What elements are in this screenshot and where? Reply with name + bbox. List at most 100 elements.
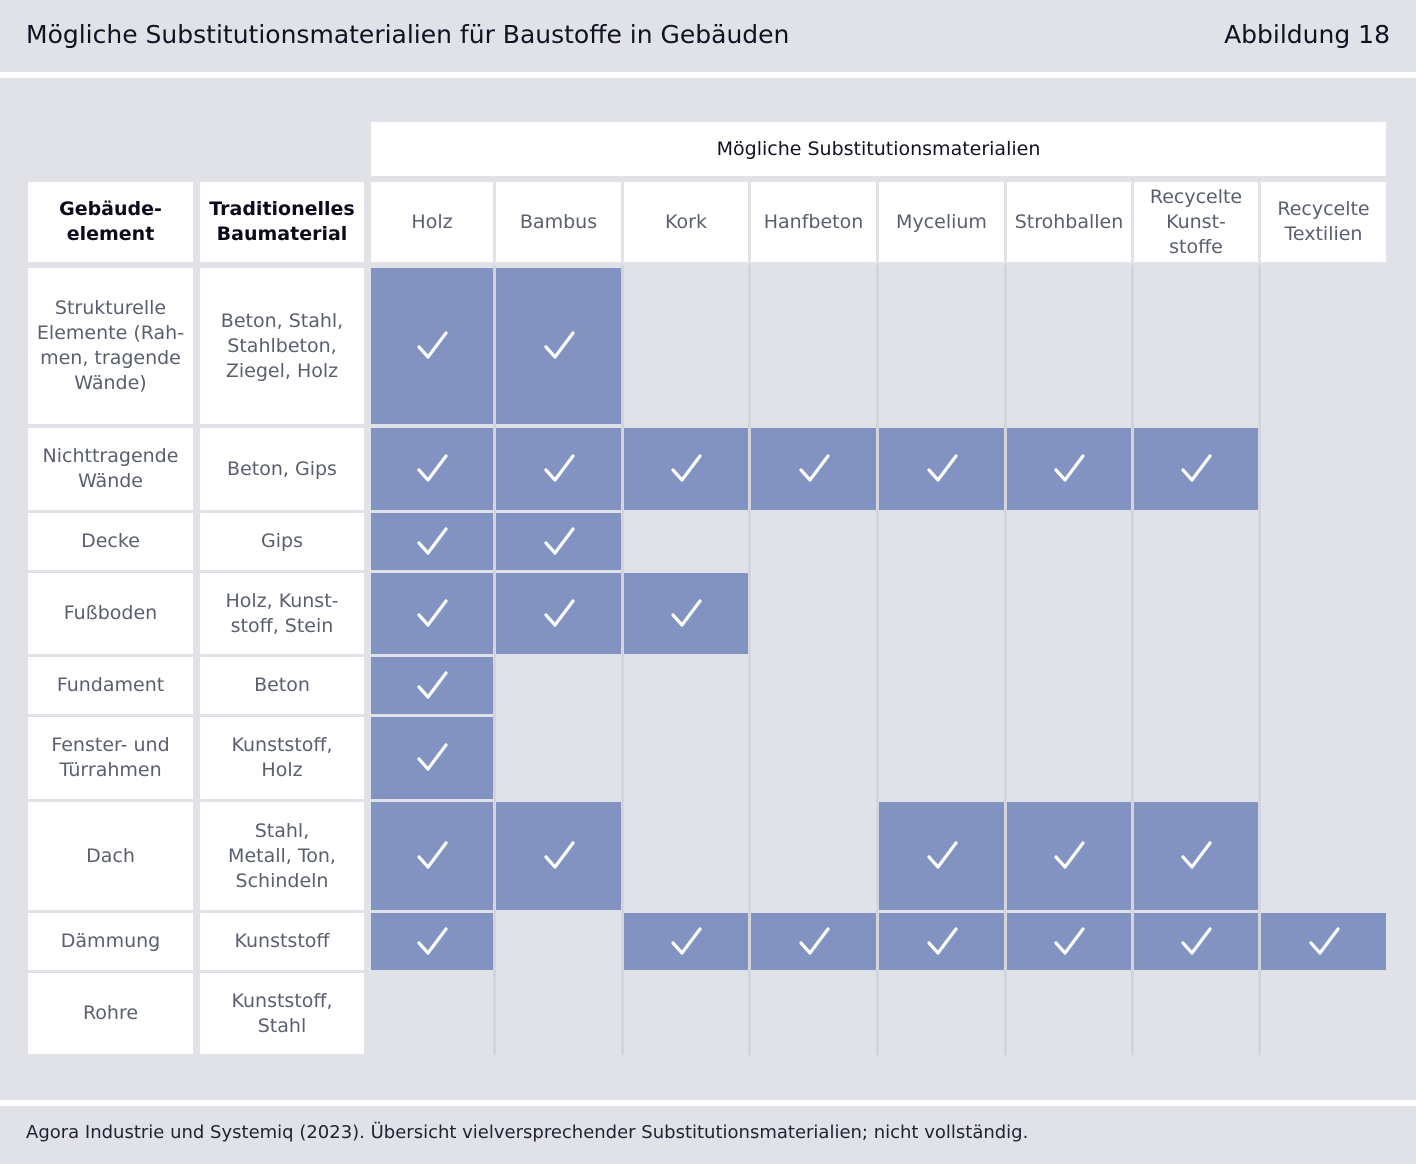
column-header-substitute: Bambus — [496, 182, 621, 262]
cell-substitution-yes — [496, 513, 621, 570]
cell-substitution-no — [751, 268, 876, 424]
column-header-substitute-label: Strohballen — [1014, 210, 1124, 233]
cell-substitution-no — [1261, 573, 1386, 654]
grid-line — [1004, 265, 1007, 1055]
row-element: Rohre — [28, 973, 193, 1054]
check-icon — [1179, 925, 1213, 959]
row-material-label: Kunststoff, Holz — [231, 734, 333, 781]
cell-substitution-yes — [624, 913, 748, 970]
row-element: Nichttragende Wände — [28, 428, 193, 510]
cell-substitution-no — [879, 573, 1004, 654]
row-material-label: Beton, Stahl, Stahlbeton, Ziegel, Holz — [220, 309, 344, 382]
row-material-label: Gips — [261, 530, 303, 552]
cell-substitution-no — [751, 657, 876, 714]
column-header-substitute: Mycelium — [879, 182, 1004, 262]
check-icon — [925, 925, 959, 959]
cell-substitution-no — [1261, 802, 1386, 910]
cell-substitution-no — [1007, 657, 1131, 714]
row-element-label: Decke — [81, 530, 140, 552]
cell-substitution-yes — [496, 268, 621, 424]
column-header-substitute: Recycelte Textilien — [1261, 182, 1386, 262]
column-header-substitute: Kork — [624, 182, 748, 262]
check-icon — [1052, 925, 1086, 959]
cell-substitution-no — [624, 268, 748, 424]
check-icon — [415, 329, 449, 363]
grid-line — [621, 265, 624, 1055]
cell-substitution-yes — [371, 268, 493, 424]
row-element: Strukturelle Elemente (Rah- men, tragend… — [28, 268, 193, 424]
check-icon — [925, 452, 959, 486]
check-icon — [542, 597, 576, 631]
cell-substitution-no — [1007, 973, 1131, 1054]
cell-substitution-no — [751, 973, 876, 1054]
check-icon — [1179, 452, 1213, 486]
figure-label: Abbildung 18 — [1224, 20, 1390, 49]
row-material-label: Kunststoff — [234, 930, 330, 952]
cell-substitution-no — [1134, 268, 1258, 424]
check-icon — [415, 925, 449, 959]
cell-substitution-no — [624, 973, 748, 1054]
check-icon — [415, 669, 449, 703]
row-element-label: Dach — [86, 844, 135, 867]
column-header-substitute-label: Bambus — [519, 210, 598, 233]
cell-substitution-yes — [1134, 802, 1258, 910]
row-element-label: Nichttragende Wände — [42, 445, 179, 492]
row-material-label: Holz, Kunst- stoff, Stein — [225, 589, 339, 637]
row-element: Dach — [28, 802, 193, 910]
cell-substitution-yes — [879, 802, 1004, 910]
cell-substitution-no — [1261, 268, 1386, 424]
cell-substitution-yes — [624, 573, 748, 654]
row-element: Fußboden — [28, 573, 193, 654]
check-icon — [542, 839, 576, 873]
check-icon — [1052, 452, 1086, 486]
cell-substitution-yes — [371, 717, 493, 799]
cell-substitution-no — [879, 513, 1004, 570]
cell-substitution-yes — [879, 428, 1004, 510]
figure-title: Mögliche Substitutionsmaterialien für Ba… — [26, 20, 790, 49]
cell-substitution-yes — [496, 573, 621, 654]
cell-substitution-no — [1007, 513, 1131, 570]
cell-substitution-no — [879, 717, 1004, 799]
cell-substitution-no — [1134, 973, 1258, 1054]
cell-substitution-yes — [371, 573, 493, 654]
check-icon — [415, 597, 449, 631]
source-note: Agora Industrie und Systemiq (2023). Übe… — [26, 1122, 1029, 1143]
row-element-label: Fundament — [56, 674, 165, 696]
column-header-element-label: Gebäude- element — [59, 198, 162, 245]
cell-substitution-no — [1007, 573, 1131, 654]
row-element-label: Rohre — [82, 1002, 139, 1024]
grid-line — [1258, 265, 1261, 1055]
grid-line — [748, 265, 751, 1055]
cell-substitution-no — [879, 268, 1004, 424]
cell-substitution-no — [496, 913, 621, 970]
check-icon — [797, 925, 831, 959]
row-material: Holz, Kunst- stoff, Stein — [200, 573, 364, 654]
cell-substitution-yes — [879, 913, 1004, 970]
row-element-label: Dämmung — [60, 930, 161, 952]
check-icon — [542, 452, 576, 486]
cell-substitution-no — [1007, 268, 1131, 424]
row-material: Stahl, Metall, Ton, Schindeln — [200, 802, 364, 910]
cell-substitution-no — [496, 717, 621, 799]
cell-substitution-no — [371, 973, 493, 1054]
row-material: Kunststoff — [200, 913, 364, 970]
check-icon — [669, 452, 703, 486]
grid-line — [493, 265, 496, 1055]
cell-substitution-no — [624, 717, 748, 799]
row-element: Decke — [28, 513, 193, 570]
column-header-substitute-label: Recycelte Kunst- stoffe — [1149, 185, 1243, 258]
cell-substitution-yes — [371, 513, 493, 570]
cell-substitution-yes — [371, 802, 493, 910]
column-header-substitute-label: Hanfbeton — [763, 210, 864, 233]
column-header-element: Gebäude- element — [28, 182, 193, 262]
column-header-material-label: Traditionelles Baumaterial — [209, 198, 355, 245]
cell-substitution-no — [1261, 657, 1386, 714]
cell-substitution-yes — [624, 428, 748, 510]
cell-substitution-no — [624, 657, 748, 714]
cell-substitution-yes — [751, 913, 876, 970]
column-header-substitute-label: Kork — [665, 210, 707, 233]
cell-substitution-yes — [1134, 428, 1258, 510]
cell-substitution-no — [751, 573, 876, 654]
check-icon — [415, 741, 449, 775]
row-element-label: Fußboden — [63, 602, 158, 624]
